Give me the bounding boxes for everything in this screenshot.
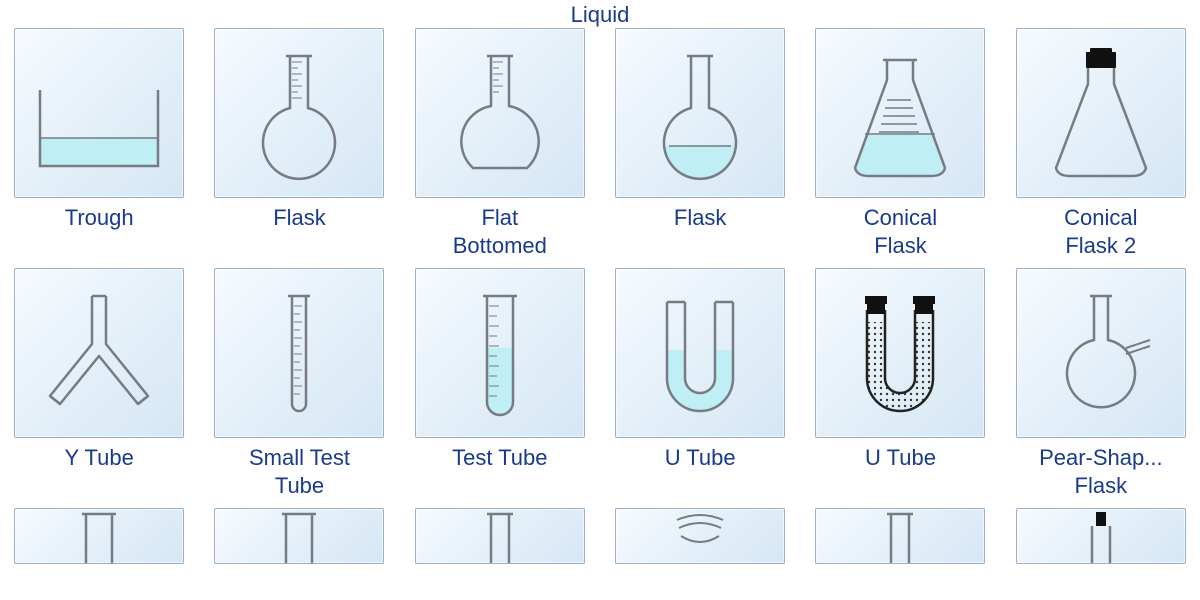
y-tube-icon: [24, 278, 174, 428]
palette-item-pear-flask[interactable]: Pear-Shap... Flask: [1012, 268, 1190, 500]
tile: [214, 268, 384, 438]
palette-item-flask[interactable]: Flask: [210, 28, 388, 260]
small-test-tube-icon: [224, 278, 374, 428]
caption: Pear-Shap... Flask: [1039, 444, 1163, 500]
tile: [615, 268, 785, 438]
caption: Flask: [273, 204, 326, 260]
palette-item-partial[interactable]: [1012, 508, 1190, 564]
flat-bottomed-flask-icon: [425, 38, 575, 188]
tile: [415, 268, 585, 438]
tile: [815, 508, 985, 564]
u-tube-stoppered-icon: [825, 278, 975, 428]
palette-item-u-tube-2[interactable]: U Tube: [811, 268, 989, 500]
palette-item-partial[interactable]: [210, 508, 388, 564]
palette-item-small-test-tube[interactable]: Small Test Tube: [210, 268, 388, 500]
partial-icon: [24, 508, 174, 564]
u-tube-icon: [625, 278, 775, 428]
tile: [214, 28, 384, 198]
flask-liquid-icon: [625, 38, 775, 188]
tile: [1016, 508, 1186, 564]
tile: [14, 508, 184, 564]
partial-icon: [425, 508, 575, 564]
tile: [615, 28, 785, 198]
palette-item-partial[interactable]: [411, 508, 589, 564]
palette-item-u-tube[interactable]: U Tube: [611, 268, 789, 500]
flask-icon: [224, 38, 374, 188]
caption: U Tube: [865, 444, 936, 500]
partial-icon: [224, 508, 374, 564]
caption: Conical Flask: [864, 204, 937, 260]
tile: [615, 508, 785, 564]
shape-palette-grid: Trough Flask: [10, 28, 1190, 564]
caption: Test Tube: [452, 444, 547, 500]
palette-item-y-tube[interactable]: Y Tube: [10, 268, 188, 500]
tile: [815, 268, 985, 438]
palette-item-conical-flask-2[interactable]: Conical Flask 2: [1012, 28, 1190, 260]
pear-flask-icon: [1026, 278, 1176, 428]
section-title: Liquid: [0, 2, 1200, 28]
tile: [415, 28, 585, 198]
tile: [14, 268, 184, 438]
palette-item-partial[interactable]: [811, 508, 989, 564]
palette-item-flask-liquid[interactable]: Flask: [611, 28, 789, 260]
palette-item-trough[interactable]: Trough: [10, 28, 188, 260]
palette-item-flat-bottomed[interactable]: Flat Bottomed: [411, 28, 589, 260]
tile: [214, 508, 384, 564]
trough-icon: [24, 38, 174, 188]
tile: [1016, 268, 1186, 438]
test-tube-icon: [425, 278, 575, 428]
caption: Trough: [65, 204, 134, 260]
caption: Flat Bottomed: [453, 204, 547, 260]
tile: [14, 28, 184, 198]
tile: [815, 28, 985, 198]
tile: [415, 508, 585, 564]
caption: U Tube: [665, 444, 736, 500]
palette-item-partial[interactable]: [611, 508, 789, 564]
palette-item-conical-flask[interactable]: Conical Flask: [811, 28, 989, 260]
partial-icon: [1026, 508, 1176, 564]
palette-item-test-tube[interactable]: Test Tube: [411, 268, 589, 500]
tile: [1016, 28, 1186, 198]
palette-item-partial[interactable]: [10, 508, 188, 564]
conical-flask-icon: [825, 38, 975, 188]
caption: Conical Flask 2: [1064, 204, 1137, 260]
caption: Small Test Tube: [249, 444, 350, 500]
partial-icon: [825, 508, 975, 564]
partial-icon: [625, 508, 775, 564]
conical-flask-2-icon: [1026, 38, 1176, 188]
caption: Y Tube: [65, 444, 134, 500]
caption: Flask: [674, 204, 727, 260]
